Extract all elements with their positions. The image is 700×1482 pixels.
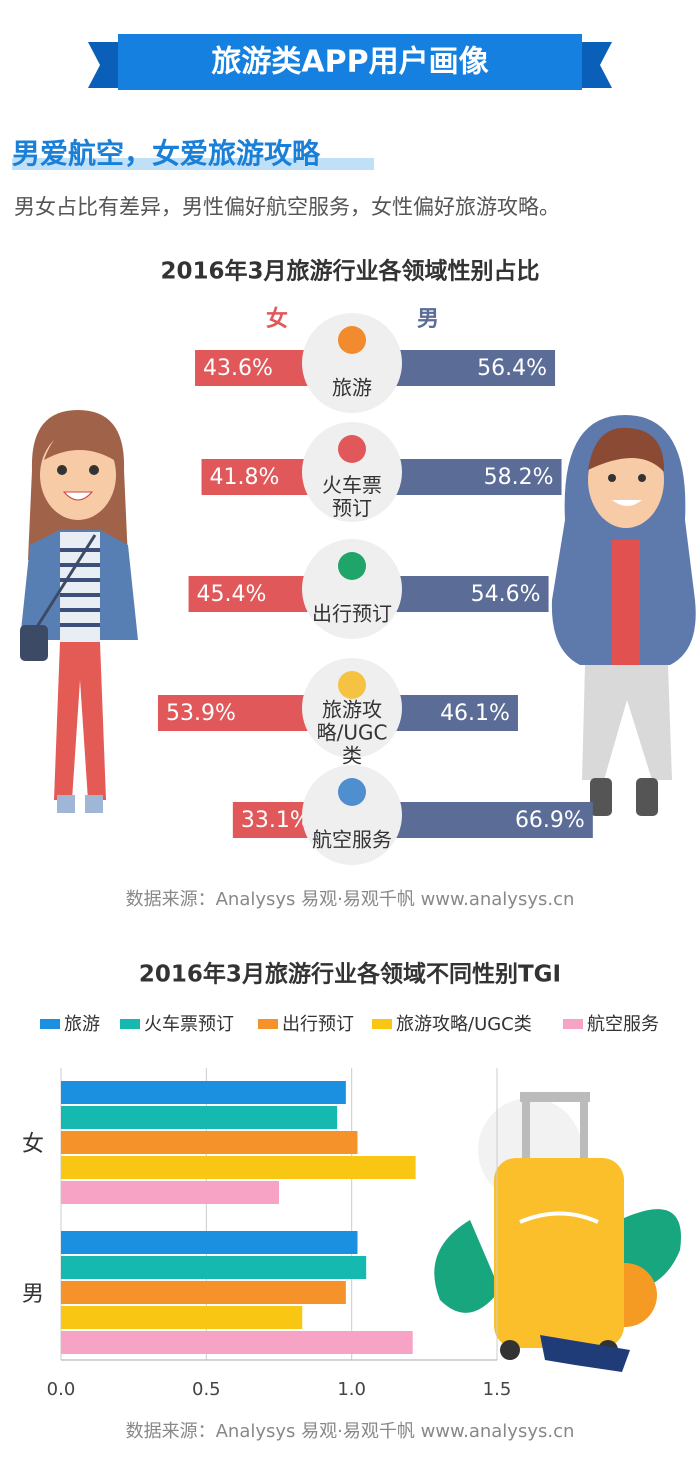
value-label: 66.9% xyxy=(515,808,585,833)
icon xyxy=(338,435,366,463)
category-label: 旅游攻略/UGC类 xyxy=(316,697,388,768)
icon-circle xyxy=(302,765,402,865)
x-tick-label: 0.0 xyxy=(47,1379,76,1400)
legend-label: 航空服务 xyxy=(587,1014,659,1035)
legend-label: 旅游 xyxy=(64,1014,100,1035)
x-tick-label: 1.0 xyxy=(337,1379,366,1400)
icon xyxy=(338,326,366,354)
suitcase-illustration xyxy=(434,1092,681,1372)
legend-swatch xyxy=(258,1019,278,1029)
bar xyxy=(61,1131,358,1154)
bar xyxy=(61,1281,346,1304)
bar xyxy=(61,1331,413,1354)
value-label: 53.9% xyxy=(166,701,236,726)
category-label: 火车票预订 xyxy=(322,473,382,520)
legend-label: 出行预订 xyxy=(282,1014,354,1035)
value-label: 33.1% xyxy=(241,808,311,833)
value-label: 58.2% xyxy=(484,465,554,490)
bar xyxy=(61,1081,346,1104)
icon-circle xyxy=(302,313,402,413)
bar xyxy=(61,1181,279,1204)
legend-swatch xyxy=(372,1019,392,1029)
icon xyxy=(338,778,366,806)
value-label: 54.6% xyxy=(471,582,541,607)
legend-label: 火车票预订 xyxy=(144,1014,234,1035)
legend-label: 男 xyxy=(417,307,439,332)
value-label: 56.4% xyxy=(477,356,547,381)
legend-swatch xyxy=(120,1019,140,1029)
icon-circle xyxy=(302,658,402,758)
bar xyxy=(61,1156,416,1179)
value-label: 41.8% xyxy=(210,465,280,490)
bar xyxy=(61,1106,338,1129)
header-banner xyxy=(118,34,582,90)
x-tick-label: 1.5 xyxy=(483,1379,512,1400)
category-label: 航空服务 xyxy=(312,827,392,852)
y-tick-label: 男 xyxy=(22,1282,44,1307)
legend-label: 旅游攻略/UGC类 xyxy=(396,1014,532,1035)
icon xyxy=(338,552,366,580)
source-note: 数据来源：Analysys 易观·易观千帆 www.analysys.cn xyxy=(126,1421,575,1442)
woman-illustration xyxy=(20,410,138,813)
section-text: 男女占比有差异，男性偏好航空服务，女性偏好旅游攻略。 xyxy=(14,195,560,219)
value-label: 46.1% xyxy=(440,701,510,726)
category-label: 旅游 xyxy=(332,375,372,400)
bar xyxy=(61,1306,303,1329)
chart-title: 2016年3月旅游行业各领域性别占比 xyxy=(160,258,539,285)
legend-swatch xyxy=(40,1019,60,1029)
category-label: 出行预订 xyxy=(312,601,392,626)
bar xyxy=(61,1231,358,1254)
header-title: 旅游类APP用户画像 xyxy=(211,45,488,80)
legend-swatch xyxy=(563,1019,583,1029)
section-heading: 男爱航空，女爱旅游攻略 xyxy=(12,137,321,170)
icon-circle xyxy=(302,539,402,639)
man-illustration xyxy=(551,415,696,816)
icon xyxy=(338,671,366,699)
heading-highlight xyxy=(12,158,374,170)
x-tick-label: 0.5 xyxy=(192,1379,221,1400)
value-label: 45.4% xyxy=(197,582,267,607)
y-tick-label: 女 xyxy=(22,1132,44,1157)
chart-title: 2016年3月旅游行业各领域不同性别TGI xyxy=(139,961,561,988)
bar xyxy=(61,1256,367,1279)
legend-label: 女 xyxy=(266,306,288,332)
icon-circle xyxy=(302,422,402,522)
source-note: 数据来源：Analysys 易观·易观千帆 www.analysys.cn xyxy=(126,889,575,910)
value-label: 43.6% xyxy=(203,356,273,381)
